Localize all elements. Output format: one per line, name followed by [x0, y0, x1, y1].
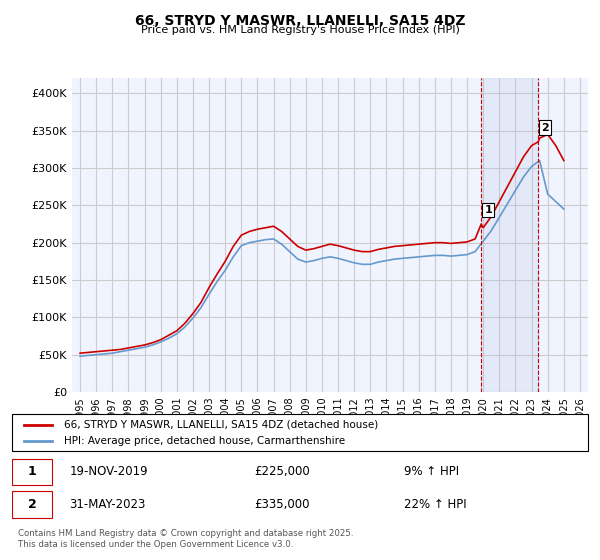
Text: Price paid vs. HM Land Registry's House Price Index (HPI): Price paid vs. HM Land Registry's House …: [140, 25, 460, 35]
Text: 2: 2: [28, 498, 37, 511]
Text: 1: 1: [28, 465, 37, 478]
FancyBboxPatch shape: [12, 492, 52, 518]
FancyBboxPatch shape: [12, 459, 52, 485]
Bar: [481, 78, 538, 392]
Text: 22% ↑ HPI: 22% ↑ HPI: [404, 498, 466, 511]
Text: 1: 1: [484, 205, 492, 215]
Text: 19-NOV-2019: 19-NOV-2019: [70, 465, 148, 478]
Text: HPI: Average price, detached house, Carmarthenshire: HPI: Average price, detached house, Carm…: [64, 436, 345, 446]
Text: £335,000: £335,000: [254, 498, 310, 511]
Text: 31-MAY-2023: 31-MAY-2023: [70, 498, 146, 511]
Text: 66, STRYD Y MASWR, LLANELLI, SA15 4DZ: 66, STRYD Y MASWR, LLANELLI, SA15 4DZ: [135, 14, 465, 28]
Text: 9% ↑ HPI: 9% ↑ HPI: [404, 465, 459, 478]
Text: 66, STRYD Y MASWR, LLANELLI, SA15 4DZ (detached house): 66, STRYD Y MASWR, LLANELLI, SA15 4DZ (d…: [64, 419, 378, 430]
FancyBboxPatch shape: [12, 414, 588, 451]
Text: 2: 2: [541, 123, 549, 133]
Text: £225,000: £225,000: [254, 465, 310, 478]
Text: Contains HM Land Registry data © Crown copyright and database right 2025.
This d: Contains HM Land Registry data © Crown c…: [18, 529, 353, 549]
